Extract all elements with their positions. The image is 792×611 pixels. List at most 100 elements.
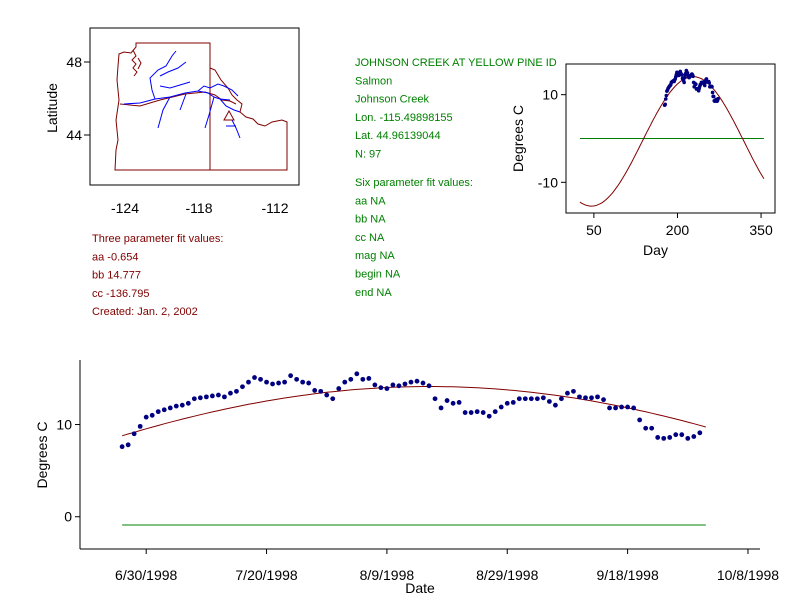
timeseries-data-point — [179, 402, 185, 408]
timeseries-data-point — [552, 402, 558, 408]
timeseries-data-point — [528, 396, 534, 402]
rivers — [123, 50, 241, 139]
timeseries-data-point — [270, 381, 275, 387]
timeseries-xtick-label: 8/9/1998 — [360, 567, 415, 583]
timeseries-data-point — [667, 435, 673, 440]
seasonal-data-point — [663, 97, 668, 101]
timeseries-data-point — [534, 396, 540, 402]
station-info: JOHNSON CREEK AT YELLOW PINE ID Salmon Joh… — [355, 57, 557, 161]
six-param-fit: Six parameter fit values: aa NA bb NA cc NA… — [355, 177, 473, 299]
timeseries-data-point — [209, 393, 215, 399]
timeseries-data-point — [589, 395, 594, 401]
timeseries-data-point — [119, 444, 125, 450]
timeseries-data-point — [143, 414, 149, 420]
timeseries-data-point — [125, 442, 131, 448]
timeseries-data-point — [673, 432, 679, 438]
timeseries-data-point — [396, 383, 402, 389]
timeseries-data-point — [294, 376, 300, 382]
seasonal-xlabel: Day — [643, 242, 668, 258]
timeseries-data-point — [300, 379, 306, 385]
timeseries-data-point — [366, 376, 372, 381]
map-frame — [89, 27, 300, 186]
seasonal-data-point — [694, 82, 698, 86]
station-info-line: Johnson Creek — [355, 94, 429, 106]
seasonal-ylabel: Degrees C — [510, 105, 526, 172]
timeseries-data-point — [492, 409, 498, 415]
timeseries-data-point — [637, 417, 643, 423]
timeseries-data-point — [402, 381, 408, 387]
timeseries-data-point — [691, 434, 697, 439]
timeseries-data-point — [595, 394, 600, 400]
timeseries-data-point — [360, 376, 366, 382]
timeseries-data-point — [474, 409, 480, 415]
timeseries-data-point — [246, 379, 251, 385]
seasonal-xtick-label: 200 — [666, 222, 690, 238]
timeseries-data-point — [432, 396, 438, 402]
timeseries-data-point — [240, 384, 245, 390]
three-param-line: Three parameter fit values: — [92, 233, 223, 245]
timeseries-data-point — [450, 400, 456, 406]
timeseries-data-point — [264, 379, 269, 385]
map-panel: Latitude 48 44 -124 -118 -112 — [44, 27, 300, 216]
timeseries-data-point — [661, 435, 667, 441]
timeseries-data-point — [456, 400, 462, 405]
timeseries-data-point — [643, 425, 649, 431]
timeseries-data-point — [378, 385, 384, 391]
timeseries-data-point — [282, 379, 288, 385]
timeseries-data-point — [173, 403, 179, 409]
seasonal-xtick-label: 50 — [586, 222, 602, 238]
seasonal-data-point — [682, 80, 686, 85]
seasonal-data-point — [716, 96, 720, 101]
map-xtick: -124 — [111, 200, 139, 216]
timeseries-data-point — [571, 388, 576, 394]
timeseries-data-point — [444, 398, 450, 403]
seasonal-data-point — [682, 75, 687, 80]
seasonal-data-point — [710, 90, 715, 95]
timeseries-xtick-label: 6/30/1998 — [115, 567, 177, 583]
timeseries-data-point — [216, 392, 221, 398]
six-param-line: aa NA — [355, 195, 386, 207]
three-param-line: aa -0.654 — [92, 251, 138, 263]
timeseries-data-point — [318, 388, 324, 394]
station-info-line: N: 97 — [355, 149, 381, 161]
six-param-line: Six parameter fit values: — [355, 177, 473, 189]
three-param-line: cc -136.795 — [92, 288, 149, 300]
puget-sound — [131, 49, 142, 77]
seasonal-fit-curve — [579, 76, 765, 207]
timeseries-xtick-label: 7/20/1998 — [235, 567, 297, 583]
seasonal-data-point — [707, 81, 712, 85]
timeseries-data-point — [510, 400, 516, 405]
timeseries-data-point — [137, 423, 143, 429]
six-param-line: begin NA — [355, 269, 401, 281]
site-marker-triangle — [223, 109, 235, 121]
timeseries-data-point — [516, 396, 522, 402]
map-ytick: 48 — [66, 54, 82, 70]
map-ytick: 44 — [66, 127, 82, 143]
timeseries-data-point — [601, 397, 606, 403]
timeseries-data-point — [312, 388, 318, 393]
timeseries-data-point — [131, 431, 137, 437]
timeseries-data-point — [685, 435, 691, 441]
timeseries-data-point — [228, 390, 233, 396]
timeseries-data-point — [324, 392, 330, 398]
timeseries-xtick-label: 9/18/1998 — [596, 567, 658, 583]
timeseries-data-point — [222, 394, 227, 400]
seasonal-xtick-label: 350 — [749, 222, 773, 238]
timeseries-fit-curve — [121, 386, 706, 437]
station-info-line: Lat. 44.96139044 — [355, 130, 441, 142]
timeseries-data-point — [522, 396, 528, 402]
map-xtick: -118 — [186, 200, 213, 216]
three-param-fit: Three parameter fit values: aa -0.654 bb 1… — [92, 233, 223, 318]
timeseries-data-point — [348, 376, 354, 382]
timeseries-data-point — [149, 412, 155, 418]
station-info-line: Lon. -115.49898155 — [355, 112, 453, 124]
six-param-line: end NA — [355, 287, 392, 299]
six-param-line: bb NA — [355, 214, 386, 226]
six-param-line: cc NA — [355, 232, 385, 244]
timeseries-data-point — [191, 396, 197, 402]
seasonal-data-point — [711, 94, 716, 99]
timeseries-data-point — [649, 425, 655, 431]
seasonal-data-point — [685, 70, 690, 75]
seasonal-ytick-label: -10 — [538, 174, 558, 190]
